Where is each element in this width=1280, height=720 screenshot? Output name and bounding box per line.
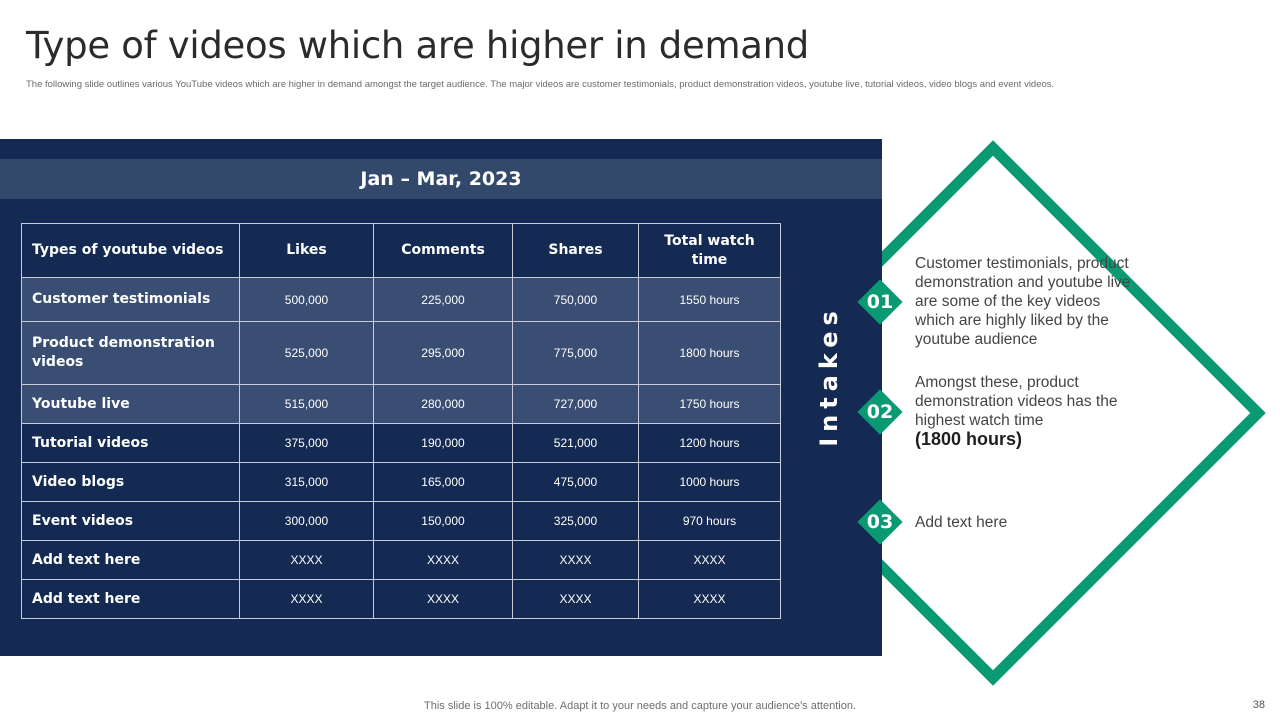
shares-cell: 475,000	[512, 462, 639, 502]
intake-text-body: Amongst these, product demonstration vid…	[915, 374, 1118, 429]
intake-text-01: Customer testimonials, product demonstra…	[915, 255, 1131, 348]
watch-time-cell: 1800 hours	[638, 321, 781, 385]
table-header-row: Types of youtube videos Likes Comments S…	[21, 223, 781, 278]
intake-highlight: (1800 hours)	[915, 429, 1023, 449]
table-row: Product demonstration videos 525,000 295…	[21, 321, 781, 385]
intake-badge-02: 02	[857, 389, 903, 435]
watch-time-cell: 1550 hours	[638, 277, 781, 322]
comments-cell: 165,000	[373, 462, 513, 502]
intakes-label-wrap: Intakes	[804, 302, 854, 452]
table-row: Add text here XXXX XXXX XXXX XXXX	[21, 540, 781, 580]
likes-cell: 515,000	[239, 384, 374, 424]
likes-cell: 525,000	[239, 321, 374, 385]
shares-cell: 521,000	[512, 423, 639, 463]
table-row: Add text here XXXX XXXX XXXX XXXX	[21, 579, 781, 619]
intake-number: 01	[866, 291, 894, 313]
video-table: Types of youtube videos Likes Comments S…	[21, 223, 781, 619]
shares-cell: 727,000	[512, 384, 639, 424]
intake-badge-03: 03	[857, 499, 903, 545]
shares-cell: 775,000	[512, 321, 639, 385]
row-label: Add text here	[21, 540, 240, 580]
row-label: Video blogs	[21, 462, 240, 502]
table-row: Event videos 300,000 150,000 325,000 970…	[21, 501, 781, 541]
table-row: Customer testimonials 500,000 225,000 75…	[21, 277, 781, 322]
likes-cell: 375,000	[239, 423, 374, 463]
intakes-label: Intakes	[815, 305, 843, 447]
likes-cell: XXXX	[239, 540, 374, 580]
table-row: Video blogs 315,000 165,000 475,000 1000…	[21, 462, 781, 502]
header-likes: Likes	[239, 223, 374, 278]
page-number: 38	[1252, 699, 1265, 711]
header-type: Types of youtube videos	[21, 223, 240, 278]
likes-cell: 500,000	[239, 277, 374, 322]
comments-cell: 280,000	[373, 384, 513, 424]
watch-time-cell: 1750 hours	[638, 384, 781, 424]
table-row: Youtube live 515,000 280,000 727,000 175…	[21, 384, 781, 424]
footer-note: This slide is 100% editable. Adapt it to…	[424, 700, 856, 712]
watch-time-cell: 970 hours	[638, 501, 781, 541]
comments-cell: XXXX	[373, 540, 513, 580]
shares-cell: XXXX	[512, 579, 639, 619]
watch-time-cell: 1000 hours	[638, 462, 781, 502]
intake-badge-01: 01	[857, 279, 903, 325]
period-header: Jan – Mar, 2023	[0, 159, 882, 199]
row-label: Product demonstration videos	[21, 321, 240, 385]
watch-time-cell: 1200 hours	[638, 423, 781, 463]
likes-cell: 315,000	[239, 462, 374, 502]
header-watch-time: Total watch time	[638, 223, 781, 278]
row-label: Youtube live	[21, 384, 240, 424]
data-panel: Jan – Mar, 2023 Types of youtube videos …	[0, 139, 882, 656]
comments-cell: XXXX	[373, 579, 513, 619]
shares-cell: 750,000	[512, 277, 639, 322]
likes-cell: 300,000	[239, 501, 374, 541]
slide-title: Type of videos which are higher in deman…	[26, 24, 809, 67]
header-comments: Comments	[373, 223, 513, 278]
header-shares: Shares	[512, 223, 639, 278]
row-label: Add text here	[21, 579, 240, 619]
intake-text-02: Amongst these, product demonstration vid…	[915, 373, 1140, 450]
slide-subtitle: The following slide outlines various You…	[26, 79, 1055, 90]
table-row: Tutorial videos 375,000 190,000 521,000 …	[21, 423, 781, 463]
watch-time-cell: XXXX	[638, 579, 781, 619]
intake-text-03: Add text here	[915, 514, 1008, 531]
likes-cell: XXXX	[239, 579, 374, 619]
watch-time-cell: XXXX	[638, 540, 781, 580]
row-label: Tutorial videos	[21, 423, 240, 463]
shares-cell: XXXX	[512, 540, 639, 580]
comments-cell: 225,000	[373, 277, 513, 322]
row-label: Customer testimonials	[21, 277, 240, 322]
comments-cell: 150,000	[373, 501, 513, 541]
comments-cell: 295,000	[373, 321, 513, 385]
intake-number: 03	[866, 511, 894, 533]
row-label: Event videos	[21, 501, 240, 541]
shares-cell: 325,000	[512, 501, 639, 541]
comments-cell: 190,000	[373, 423, 513, 463]
intake-number: 02	[866, 401, 894, 423]
